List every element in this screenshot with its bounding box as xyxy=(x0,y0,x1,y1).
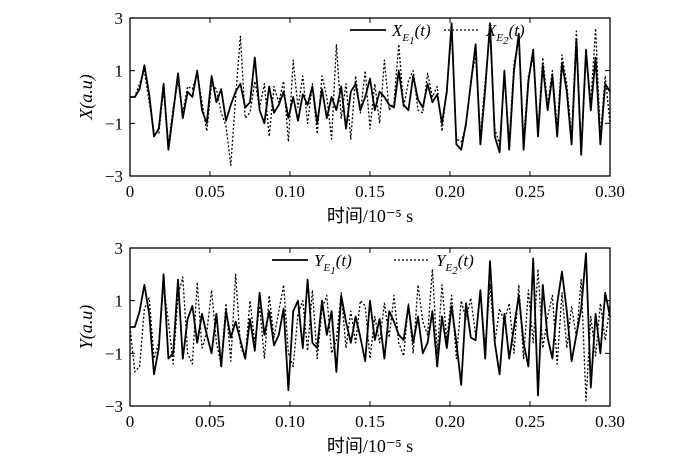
y-axis-label: Y(a.u) xyxy=(76,305,97,350)
y-tick-label: −3 xyxy=(105,167,123,186)
series-line-2 xyxy=(129,268,611,402)
x-tick-label: 0.30 xyxy=(595,412,625,431)
x-tick-label: 0.30 xyxy=(595,182,625,201)
y-tick-label: 3 xyxy=(115,239,124,258)
x-tick-label: 0.05 xyxy=(195,412,225,431)
series-line-1 xyxy=(130,252,611,397)
plot-frame xyxy=(129,17,611,177)
legend-entry-2: XE2(t) xyxy=(485,21,525,47)
x-tick-label: 0.05 xyxy=(195,182,225,201)
series-line-2 xyxy=(130,27,611,167)
x-tick-label: 0.25 xyxy=(515,412,545,431)
x-tick-label: 0.10 xyxy=(275,182,305,201)
legend-entry-1: YE1(t) xyxy=(314,251,352,277)
x-axis-label: 时间/10⁻⁵ s xyxy=(327,436,413,456)
chart-x-panel: 0 0.05 0.10 0.15 0.20 0.25 0.30 3 1 −1 −3 时间/10⁻⁵ s… xyxy=(76,9,625,226)
y-tick-label: −1 xyxy=(105,344,123,363)
y-tick-label: 1 xyxy=(115,292,124,311)
y-tick-label: 1 xyxy=(115,62,124,81)
legend-entry-2: YE2(t) xyxy=(436,251,474,277)
x-tick-label: 0.20 xyxy=(435,182,465,201)
legend-entry-1: XE1(t) xyxy=(391,21,431,47)
x-tick-label: 0.10 xyxy=(275,412,305,431)
y-axis-label: X(a.u) xyxy=(76,74,97,120)
x-tick-label: 0 xyxy=(126,412,135,431)
series-line-1 xyxy=(130,22,611,156)
chart-y-panel: 0 0.05 0.10 0.15 0.20 0.25 0.30 3 1 −1 −3 时间/10⁻⁵ s… xyxy=(76,239,625,456)
y-tick-label: −1 xyxy=(105,114,123,133)
y-tick-label: 3 xyxy=(115,9,124,28)
x-tick-label: 0.15 xyxy=(355,182,385,201)
x-tick-label: 0.15 xyxy=(355,412,385,431)
x-tick-label: 0.20 xyxy=(435,412,465,431)
x-tick-label: 0 xyxy=(126,182,135,201)
x-tick-label: 0.25 xyxy=(515,182,545,201)
y-tick-label: −3 xyxy=(105,397,123,416)
x-axis-label: 时间/10⁻⁵ s xyxy=(327,206,413,226)
